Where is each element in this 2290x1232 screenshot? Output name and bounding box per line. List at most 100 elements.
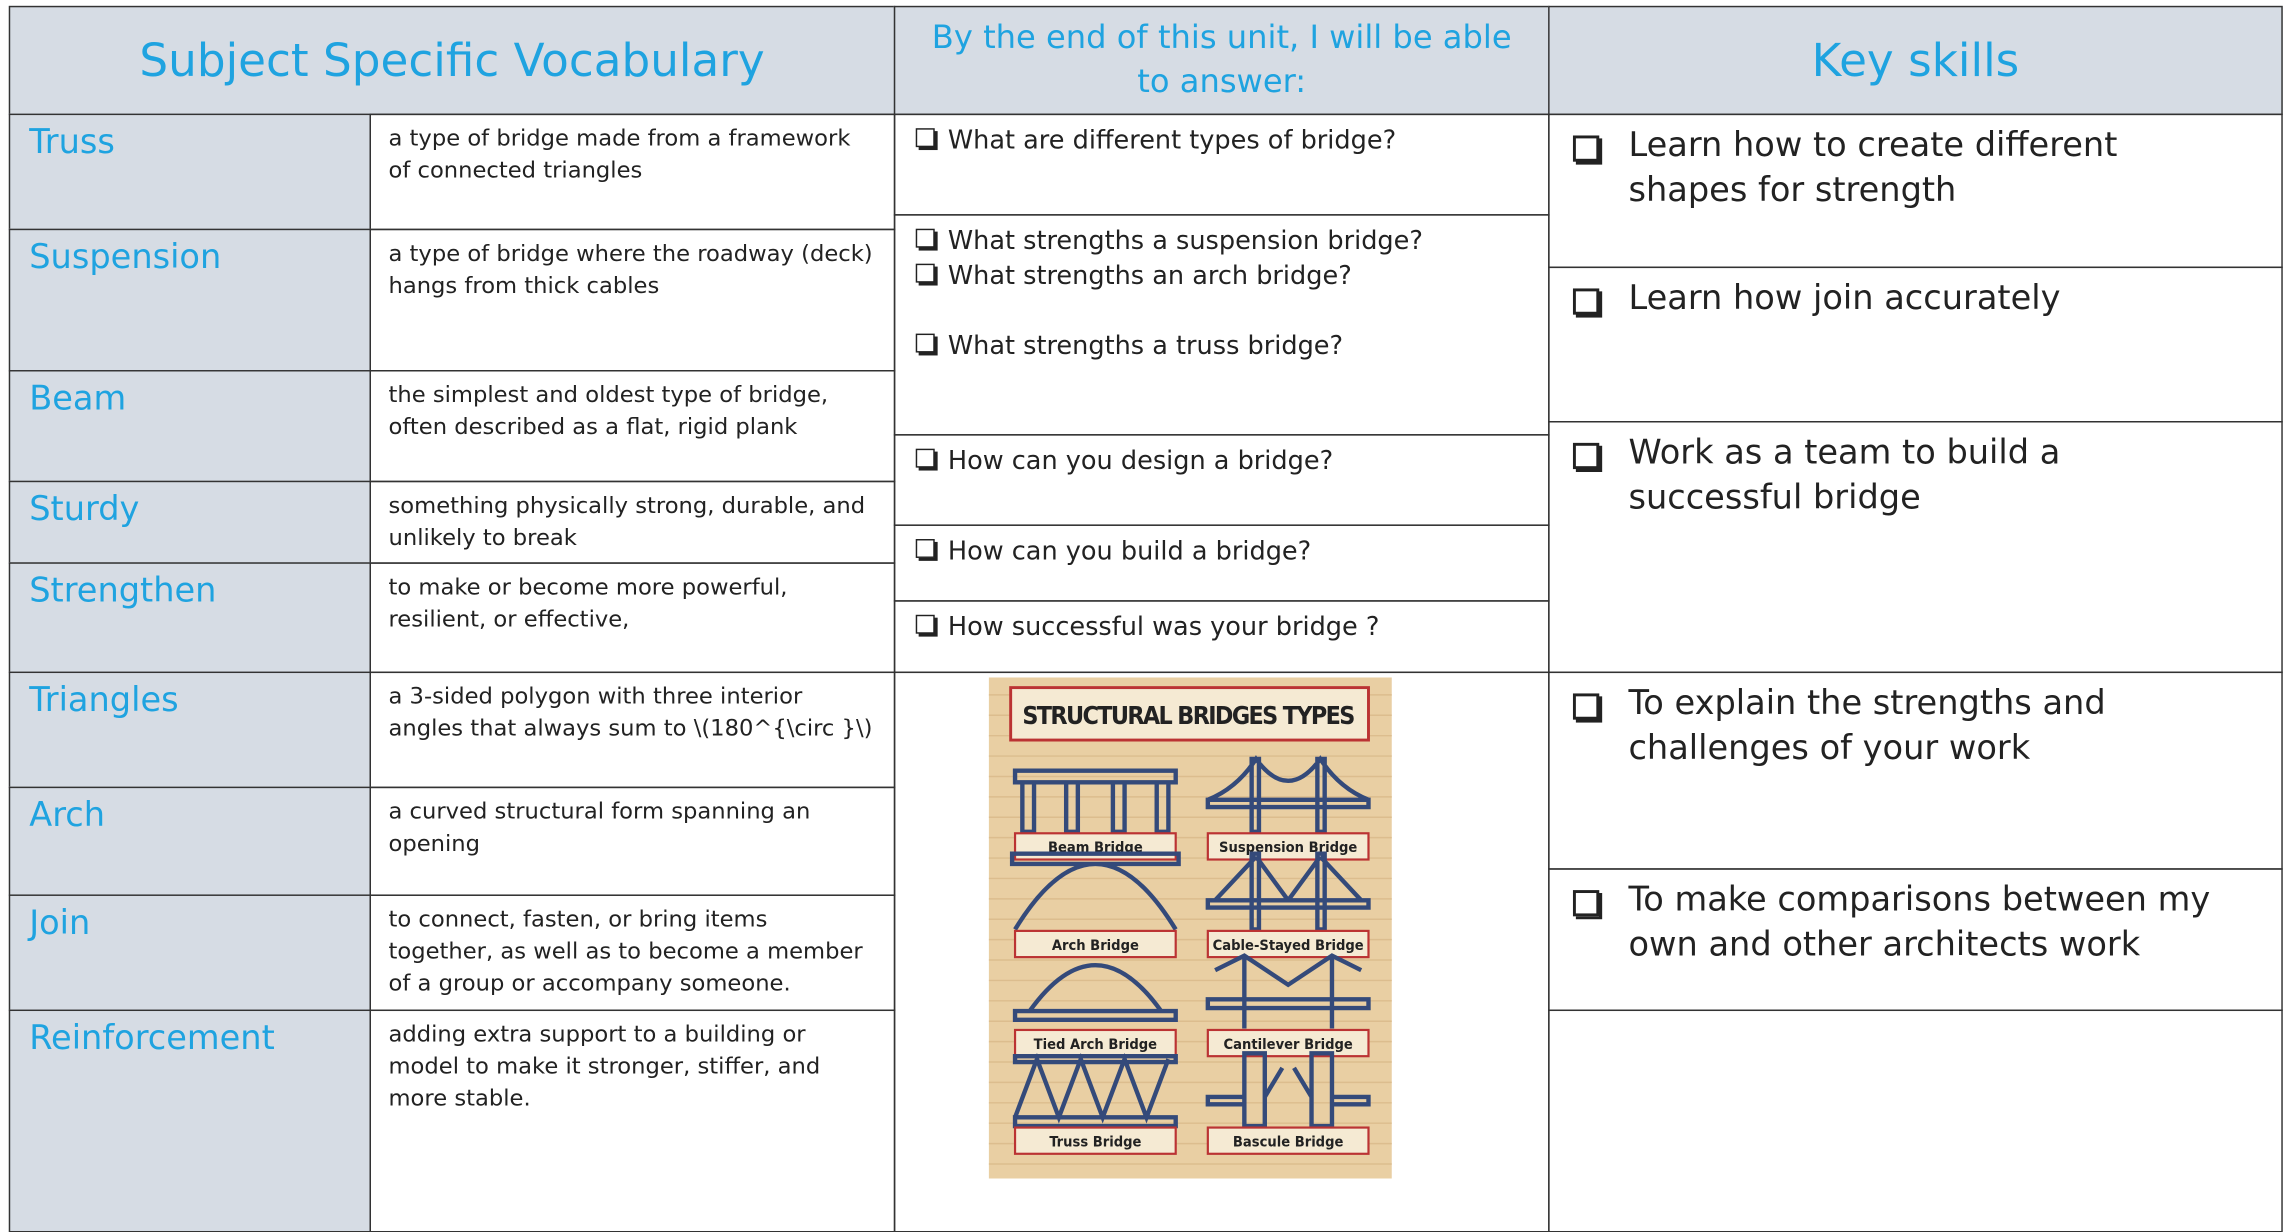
definition-cell: adding extra support to a building or mo… [369,1009,896,1232]
term-cell: Truss [8,113,371,231]
skill: Work as a team to build a successful bri… [1628,434,2061,518]
checkbox [915,333,935,353]
term: Beam [29,380,127,419]
label-box [1013,929,1177,959]
header-title: Key skills [1811,34,2020,87]
header-cell: Key skills [1548,5,2283,116]
question: What strengths a truss bridge? [947,332,1344,362]
label-box [1013,1126,1177,1155]
question-row: What strengths an arch bridge? [915,259,1528,294]
definition-cell: something physically strong, durable, an… [369,480,896,564]
question: What strengths an arch bridge? [947,262,1352,292]
question-row: What strengths a truss bridge? [915,329,1528,364]
bridge-drawing [1012,962,1178,1022]
empty-cell [1548,1009,2283,1232]
header-cell: By the end of this unit, I will be able … [893,5,1550,116]
definition-cell: a type of bridge where the roadway (deck… [369,228,896,372]
bridge-label: Cantilever Bridge [1224,1036,1353,1053]
skill-cell: Learn how to create different shapes for… [1548,113,2283,269]
definition-cell: to make or become more powerful, resilie… [369,562,896,674]
term-cell: Strengthen [8,562,371,674]
term: Truss [29,123,115,162]
label-box [1013,1028,1177,1058]
bridge-label: Bascule Bridge [1233,1134,1344,1151]
term: Sturdy [29,490,140,529]
question-row: What are different types of bridge? [915,124,1528,159]
term: Join [29,904,91,943]
checkbox [915,228,935,248]
definition: a 3-sided polygon with three interior an… [388,683,873,742]
question-row: How can you build a bridge? [915,535,1528,570]
bridge-label: Arch Bridge [1052,937,1139,954]
skill: To make comparisons between my own and o… [1628,881,2211,965]
definition: the simplest and oldest type of bridge, … [388,381,829,440]
header-cell: Subject Specific Vocabulary [8,5,896,116]
term: Strengthen [29,572,217,611]
term-cell: Sturdy [8,480,371,564]
question: How successful was your bridge ? [947,613,1380,643]
skill-cell: Work as a team to build a successful bri… [1548,421,2283,674]
checkbox [915,128,935,148]
definition-cell: to connect, fasten, or bring items toget… [369,894,896,1012]
label-box [1206,1126,1370,1155]
checkbox [1572,288,1600,315]
bridge-label: Truss Bridge [1049,1134,1141,1151]
bridge-drawing [1205,755,1371,835]
question-cell: How can you build a bridge? [893,524,1550,602]
label-box [1206,1028,1370,1058]
bridge-label: Suspension Bridge [1219,839,1357,856]
skill: Learn how join accurately [1628,279,2061,318]
question: How can you build a bridge? [947,537,1312,567]
bridge-drawing [1205,851,1371,932]
definition: a type of bridge made from a framework o… [388,125,851,184]
header-title: Subject Specific Vocabulary [139,34,765,87]
checkbox [1572,135,1600,162]
question-cell: How successful was your bridge ? [893,600,1550,674]
definition: to connect, fasten, or bring items toget… [388,906,863,997]
question: What are different types of bridge? [947,126,1397,156]
bridge-label: Tied Arch Bridge [1034,1036,1157,1053]
question-row: How successful was your bridge ? [915,610,1528,645]
bridge-drawing [1205,1051,1371,1129]
definition-cell: a 3-sided polygon with three interior an… [369,671,896,789]
checkbox [915,263,935,283]
bridge-drawing [1012,1052,1178,1129]
question: How can you design a bridge? [947,447,1334,477]
checkbox [1572,442,1600,470]
term-cell: Triangles [8,671,371,789]
checkbox [1572,890,1600,917]
term: Reinforcement [29,1019,275,1058]
definition: a curved structural form spanning an ope… [388,798,811,857]
title-box [1009,686,1370,742]
label-box [1206,832,1370,861]
checkbox [915,614,935,634]
question-row: What strengths a suspension bridge? [915,224,1528,259]
bridge-drawing [1012,768,1178,835]
skill-cell: Learn how join accurately [1548,266,2283,423]
bridge-drawing [1009,851,1181,931]
term: Arch [29,796,106,835]
definition: something physically strong, durable, an… [388,492,866,551]
checkbox [1572,693,1600,720]
term-cell: Reinforcement [8,1009,371,1232]
definition: to make or become more powerful, resilie… [388,573,788,633]
definition-cell: the simplest and oldest type of bridge, … [369,370,896,483]
question-row: How can you design a bridge? [915,444,1528,479]
definition: a type of bridge where the roadway (deck… [388,240,873,299]
question-cell: What strengths a suspension bridge? What … [893,214,1550,436]
question-cell: What are different types of bridge? [893,113,1550,216]
term-cell: Suspension [8,228,371,372]
skill-cell: To make comparisons between my own and o… [1548,868,2283,1012]
term-cell: Arch [8,786,371,896]
term: Suspension [29,238,222,277]
term: Triangles [29,681,179,720]
skill: To explain the strengths and challenges … [1628,684,2106,768]
image-title: STRUCTURAL BRIDGES TYPES [1022,701,1355,730]
definition: adding extra support to a building or mo… [388,1021,821,1112]
bridge-label: Cable-Stayed Bridge [1213,937,1364,954]
term-cell: Beam [8,370,371,483]
question: What strengths a suspension bridge? [947,227,1423,257]
skill-cell: To explain the strengths and challenges … [1548,671,2283,870]
